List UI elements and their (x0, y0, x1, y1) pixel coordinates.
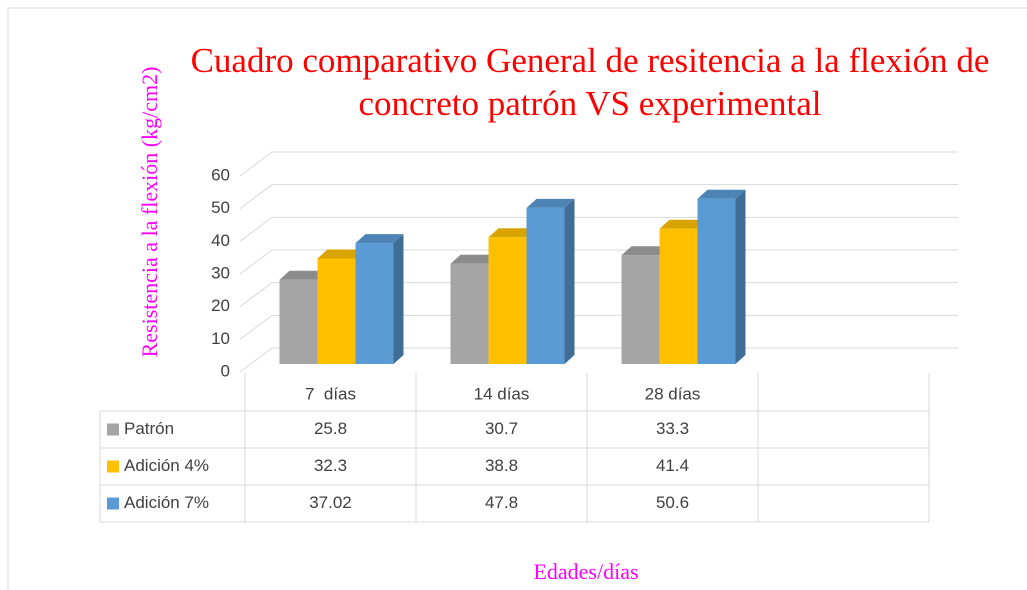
bar-top (659, 219, 708, 229)
x-tick-label: 14 días (474, 384, 530, 403)
bar (279, 279, 318, 364)
title-box: Cuadro comparativo General de resitencia… (190, 41, 990, 123)
bar-top (450, 254, 499, 264)
legend-label: Patrón (124, 419, 174, 438)
bar-top (526, 198, 575, 208)
grid-line (239, 184, 958, 210)
bar (697, 198, 736, 364)
bar-side (735, 189, 746, 364)
table-value: 41.4 (656, 456, 689, 475)
bar-side (564, 198, 575, 364)
table-value: 32.3 (314, 456, 347, 475)
bar-top (488, 228, 537, 238)
grid-line (239, 216, 958, 242)
bar-side (393, 234, 404, 364)
y-tick-label: 10 (211, 329, 230, 348)
y-axis-title: Resistencia a la flexión (kg/cm2) (137, 67, 162, 358)
legend-label: Adición 4% (124, 456, 209, 475)
bar-top (697, 189, 746, 199)
y-tick-label: 40 (211, 231, 230, 250)
bar (659, 228, 698, 364)
bar-top (279, 270, 328, 280)
chart-frame (7, 7, 1027, 590)
table-value: 47.8 (485, 493, 518, 512)
y-tick-label: 60 (211, 165, 230, 184)
y-tick-label: 50 (211, 198, 230, 217)
bar (488, 237, 527, 364)
bar (355, 243, 394, 364)
table-value: 30.7 (485, 419, 518, 438)
chart-title: Cuadro comparativo General de resitencia… (190, 41, 990, 123)
y-tick-label: 20 (211, 296, 230, 315)
table-value: 25.8 (314, 419, 347, 438)
bar-top (621, 246, 670, 256)
x-tick-label: 7 días (305, 384, 356, 403)
legend-key (107, 497, 119, 510)
legend-key (107, 460, 119, 473)
grid-line (239, 151, 958, 177)
legend-label: Adición 7% (124, 493, 209, 512)
bar (317, 258, 356, 364)
legend-key (107, 423, 119, 436)
bar (526, 207, 565, 364)
bar (450, 263, 489, 364)
table-value: 33.3 (656, 419, 689, 438)
y-tick-label: 0 (221, 361, 230, 380)
table-value: 50.6 (656, 493, 689, 512)
x-axis-title: Edades/días (533, 559, 638, 584)
x-tick-label: 28 días (645, 384, 701, 403)
bar (621, 255, 660, 364)
table-value: 37.02 (309, 493, 352, 512)
bar-top (355, 234, 404, 244)
bar-top (317, 249, 366, 259)
y-tick-label: 30 (211, 263, 230, 282)
table-value: 38.8 (485, 456, 518, 475)
